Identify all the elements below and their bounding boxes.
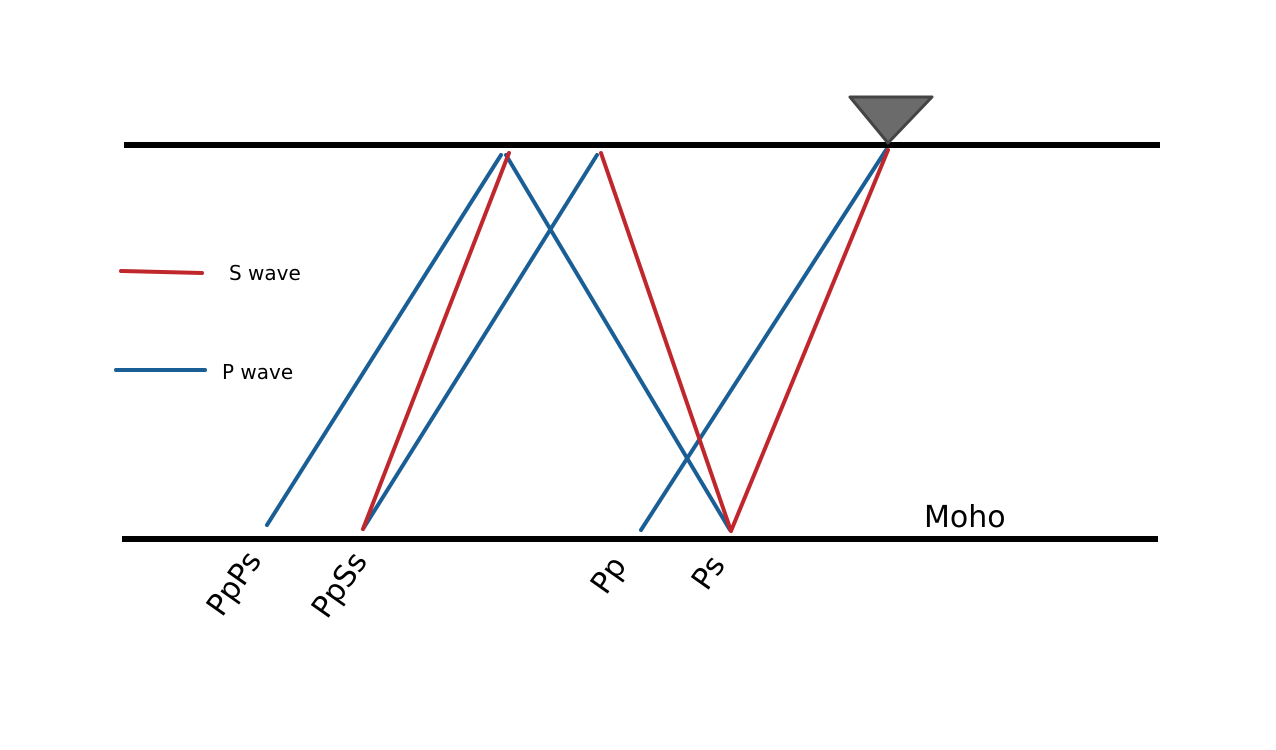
ray-ps-s-leg [729, 148, 890, 533]
ray-pp-leg [639, 148, 888, 532]
phase-label-ps: Ps [685, 549, 733, 596]
ray-reverb-s-down [599, 151, 733, 533]
legend-p-wave-label: P wave [222, 360, 293, 384]
legend-s-wave-label: S wave [229, 261, 301, 285]
ray-reverb-p-down [504, 153, 732, 532]
ray-ppps-p-leg [265, 153, 503, 527]
phase-label-ppps: PpPs [200, 545, 269, 623]
phase-label-ppss: PpSs [305, 546, 375, 625]
legend-s-wave-swatch [119, 269, 204, 275]
phase-label-pp: Pp [584, 550, 634, 600]
moho-label: Moho [924, 500, 1006, 535]
triangle-station-icon [848, 95, 934, 145]
ray-ppss-s-leg [361, 151, 511, 531]
ray-ppss-p-leg [361, 153, 599, 531]
